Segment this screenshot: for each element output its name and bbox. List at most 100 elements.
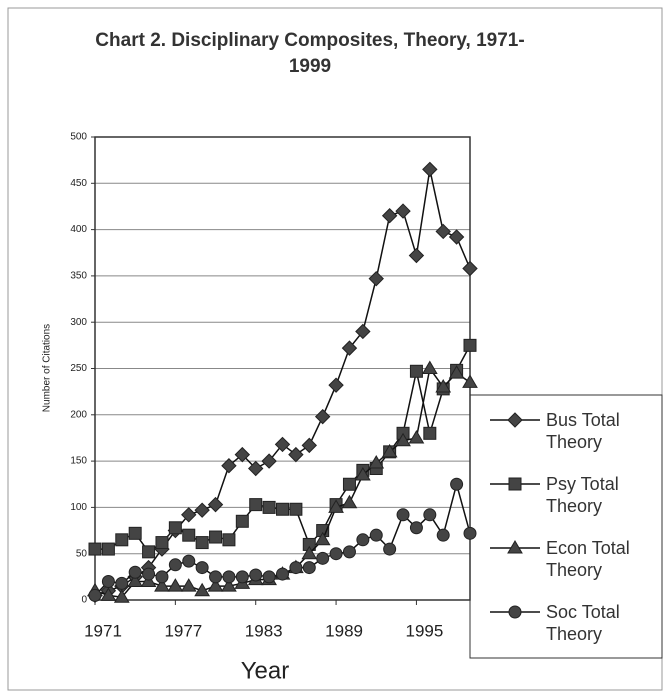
marker [342,545,356,559]
marker [422,161,438,178]
marker [289,561,303,575]
legend-box [469,394,663,659]
marker [113,589,130,603]
marker [88,588,102,602]
marker [369,528,383,542]
marker [289,502,303,516]
marker [328,499,344,513]
marker [409,364,423,378]
marker [249,498,263,512]
marker [395,203,411,219]
y-tick-label: 250 [70,363,87,374]
y-tick-label: 150 [70,456,87,467]
marker [115,576,129,590]
marker [368,270,384,287]
marker [262,500,276,514]
marker [222,533,236,547]
marker [101,542,115,556]
marker [421,360,438,374]
marker [342,477,356,491]
marker [221,578,237,592]
marker [450,477,464,491]
marker [142,545,156,559]
legend-label: Soc Total Theory [546,602,620,644]
legend-marker [507,540,523,554]
marker [234,446,251,463]
marker [167,578,184,592]
marker [182,528,196,542]
marker [383,542,397,556]
y-tick-label: 100 [70,502,87,513]
y-axis-label: Number of Citations [42,324,53,412]
marker [209,570,223,584]
marker [381,208,398,224]
marker [436,528,450,542]
marker [301,545,318,560]
marker [155,536,169,550]
marker [261,453,277,469]
legend-label: Bus Total Theory [546,410,620,452]
marker [355,323,371,340]
marker [194,502,210,518]
marker [408,429,425,444]
marker [182,554,196,568]
marker [235,570,249,584]
marker [435,379,452,393]
marker [115,533,129,547]
marker [180,578,197,592]
marker [207,496,224,513]
x-tick-label: 1989 [325,621,363,640]
marker [314,531,331,546]
chart-title: Chart 2. Disciplinary Composites, Theory… [95,30,525,77]
marker [328,377,344,393]
marker [448,365,465,379]
marker [368,454,385,469]
x-tick-label: 1977 [164,621,202,640]
legend-marker [508,477,522,491]
marker [341,340,358,356]
marker [423,508,437,522]
marker [435,223,451,240]
marker [302,561,316,575]
x-tick-label: 1995 [406,621,444,640]
marker [101,574,115,588]
x-tick-label: 1983 [245,621,283,640]
marker [274,436,291,453]
marker [222,570,236,584]
marker [356,533,370,547]
y-tick-label: 50 [76,548,88,559]
marker [423,426,437,440]
y-tick-label: 500 [70,132,87,143]
marker [127,573,144,587]
marker [207,578,224,592]
legend-label: Psy Total Theory [546,474,619,516]
marker [248,460,264,477]
marker [128,565,142,579]
y-tick-label: 200 [70,409,87,420]
marker [195,561,209,575]
marker [209,530,223,544]
x-tick-label: 1971 [84,621,122,640]
legend-marker [507,412,523,428]
marker [276,502,289,516]
marker [408,247,425,264]
marker [301,437,317,454]
marker [262,570,276,584]
marker [128,526,142,540]
marker [463,526,477,540]
marker [395,432,411,447]
marker [195,536,209,550]
marker [314,408,331,425]
legend-marker [508,605,522,619]
marker [154,578,170,592]
y-tick-label: 0 [81,595,87,606]
x-axis-label: Year [241,657,290,684]
marker [354,466,371,481]
marker [194,582,211,597]
legend-label: Econ Total Theory [546,538,630,580]
plot-area [94,136,471,601]
marker [168,521,182,535]
marker [142,567,156,581]
marker [221,458,237,474]
marker [168,558,182,572]
